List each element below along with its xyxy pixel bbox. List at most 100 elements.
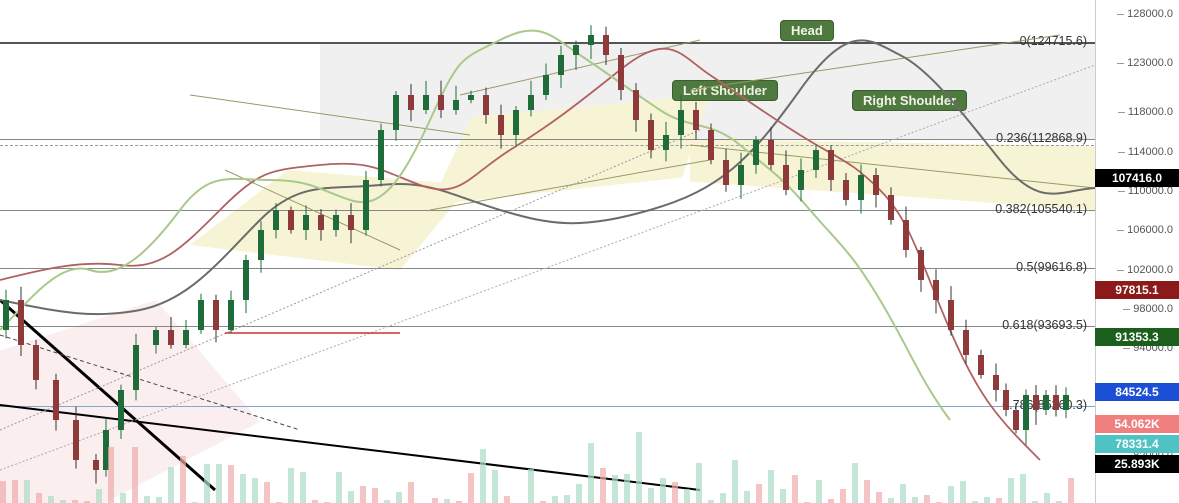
- candle-body: [963, 330, 969, 355]
- candle-body: [228, 300, 234, 330]
- price-tag-1074160: 107416.0: [1095, 169, 1179, 187]
- candle-body: [783, 165, 789, 190]
- volume-bar: [552, 496, 558, 503]
- volume-bar: [360, 486, 366, 503]
- dotted-ascending-trendline-1: [0, 130, 700, 430]
- volume-bar: [264, 482, 270, 503]
- candle-body: [318, 215, 324, 230]
- volume-bar: [960, 481, 966, 503]
- candle-body: [288, 210, 294, 230]
- candle-body: [198, 300, 204, 330]
- y-axis-tick: 106000.0: [1127, 224, 1173, 236]
- channel-border-lower-mid: [430, 160, 710, 210]
- price-tag-54062K: 54.062K: [1095, 415, 1179, 433]
- volume-bar: [120, 493, 126, 503]
- volume-bar: [228, 465, 234, 503]
- volume-bar: [576, 484, 582, 503]
- volume-bar: [180, 456, 186, 503]
- candle-body: [828, 150, 834, 180]
- candle-body: [1063, 395, 1069, 410]
- candle-body: [663, 135, 669, 150]
- candle-body: [423, 95, 429, 110]
- candle-body: [18, 300, 24, 345]
- candle-body: [618, 55, 624, 90]
- price-tag-25893K: 25.893K: [1095, 455, 1179, 473]
- candle-body: [528, 95, 534, 110]
- volume-bar: [792, 475, 798, 503]
- volume-bar: [948, 486, 954, 503]
- candle-body: [513, 110, 519, 135]
- candle-body: [153, 330, 159, 345]
- candle-body: [753, 140, 759, 165]
- candle-body: [708, 130, 714, 160]
- candle-body: [948, 300, 954, 330]
- candle-body: [648, 120, 654, 150]
- y-axis-tick: 98000.0: [1133, 303, 1173, 315]
- candle-body: [1053, 395, 1059, 410]
- volume-bar: [840, 489, 846, 503]
- volume-bar: [756, 484, 762, 503]
- candlestick-chart-root: 0(124715.6) 0.236(112868.9) 0.382(105540…: [0, 0, 1179, 503]
- dashed-descending-trendline: [0, 335, 300, 430]
- candle-body: [543, 75, 549, 95]
- candle-body: [588, 35, 594, 45]
- volume-bar: [216, 464, 222, 503]
- volume-bar: [480, 449, 486, 503]
- volume-bar: [156, 497, 162, 503]
- candle-body: [133, 345, 139, 390]
- candle-body: [498, 115, 504, 135]
- volume-bar: [684, 489, 690, 503]
- volume-bar: [528, 469, 534, 503]
- candle-body: [873, 175, 879, 195]
- volume-bar: [372, 488, 378, 503]
- medium-moving-average-line: [0, 49, 1040, 460]
- volume-bar: [636, 432, 642, 503]
- volume-bar: [204, 464, 210, 503]
- candle-body: [258, 230, 264, 260]
- volume-bar: [828, 499, 834, 503]
- candle-body: [573, 45, 579, 55]
- volume-bar: [624, 474, 630, 503]
- volume-bar: [444, 499, 450, 503]
- candle-body: [273, 210, 279, 230]
- volume-bar: [504, 496, 510, 503]
- volume-bar: [240, 474, 246, 503]
- volume-bar: [912, 497, 918, 503]
- price-tag-783314: 78331.4: [1095, 435, 1179, 453]
- volume-bar: [432, 498, 438, 503]
- volume-bar: [816, 480, 822, 503]
- candle-body: [738, 165, 744, 185]
- volume-bar: [600, 468, 606, 503]
- candle-body: [33, 345, 39, 380]
- volume-bar: [720, 493, 726, 503]
- candle-body: [933, 280, 939, 300]
- candle-body: [603, 35, 609, 55]
- volume-bar: [252, 478, 258, 503]
- candle-body: [3, 300, 9, 330]
- candle-body: [978, 355, 984, 375]
- candle-body: [168, 330, 174, 345]
- candle-body: [558, 55, 564, 75]
- volume-bar: [744, 491, 750, 503]
- volume-bar: [588, 443, 594, 503]
- volume-bar: [696, 463, 702, 503]
- y-axis-tick: 128000.0: [1127, 8, 1173, 20]
- candle-body: [1003, 390, 1009, 410]
- volume-bar: [732, 460, 738, 503]
- y-axis-tick: 102000.0: [1127, 264, 1173, 276]
- volume-bar: [648, 488, 654, 503]
- candle-body: [858, 175, 864, 200]
- volume-bar: [924, 495, 930, 503]
- volume-panel: [0, 420, 1095, 503]
- volume-bar: [348, 491, 354, 503]
- candle-body: [693, 110, 699, 130]
- candle-body: [843, 180, 849, 200]
- candle-body: [303, 215, 309, 230]
- candle-body: [438, 95, 444, 110]
- volume-bar: [1020, 474, 1026, 503]
- candle-body: [453, 100, 459, 110]
- candle-body: [468, 95, 474, 100]
- candle-body: [723, 160, 729, 185]
- volume-bar: [300, 472, 306, 503]
- candle-body: [393, 95, 399, 130]
